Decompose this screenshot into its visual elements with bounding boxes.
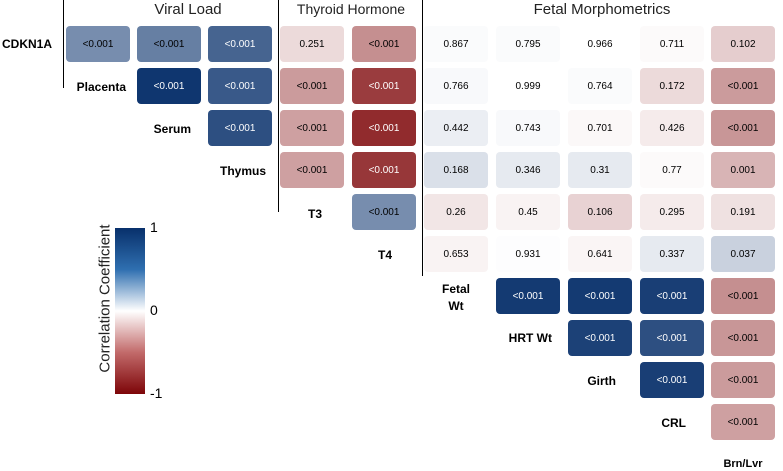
- heatmap-cell-2-6: 0.442: [424, 110, 488, 146]
- heatmap-cell-0-4: 0.251: [280, 26, 344, 62]
- row-label-fetal-wt: Fetal Wt: [438, 281, 474, 315]
- heatmap-cell-4-8: 0.106: [568, 194, 632, 230]
- heatmap-cell-2-9: 0.426: [640, 110, 704, 146]
- heatmap-cell-2-4: <0.001: [280, 110, 344, 146]
- heatmap-cell-4-6: 0.26: [424, 194, 488, 230]
- heatmap-cell-2-3: <0.001: [208, 110, 272, 146]
- heatmap-cell-7-9: <0.001: [640, 320, 704, 356]
- heatmap-cell-6-10: <0.001: [711, 278, 775, 314]
- row-label-t4: T4: [377, 248, 392, 262]
- heatmap-cell-0-1: <0.001: [66, 26, 130, 62]
- heatmap-cell-6-7: <0.001: [496, 278, 560, 314]
- row-label-fetal-wt-line2: Wt: [448, 299, 464, 313]
- legend-tick-mid: 0: [150, 302, 158, 318]
- heatmap-cell-2-5: <0.001: [352, 110, 416, 146]
- heatmap-cell-1-9: 0.172: [640, 68, 704, 104]
- heatmap-cell-0-7: 0.795: [496, 26, 560, 62]
- heatmap-cell-4-9: 0.295: [640, 194, 704, 230]
- heatmap-cell-4-7: 0.45: [496, 194, 560, 230]
- group-title-fetal-morphometrics: Fetal Morphometrics: [533, 1, 671, 18]
- heatmap-cell-3-9: 0.77: [640, 152, 704, 188]
- heatmap-cell-3-4: <0.001: [280, 152, 344, 188]
- legend-tick-high: 1: [150, 219, 158, 235]
- group-title-thyroid-hormone: Thyroid Hormone: [296, 1, 406, 17]
- heatmap-cell-0-3: <0.001: [208, 26, 272, 62]
- row-label-thymus: Thymus: [219, 164, 266, 178]
- row-label-girth: Girth: [587, 374, 616, 388]
- heatmap-cell-3-8: 0.31: [568, 152, 632, 188]
- heatmap-cell-2-10: <0.001: [711, 110, 775, 146]
- legend-colorbar: [115, 228, 145, 394]
- heatmap-cell-0-6: 0.867: [424, 26, 488, 62]
- heatmap-cell-8-9: <0.001: [640, 362, 704, 398]
- row-label-placenta: Placenta: [76, 80, 126, 94]
- heatmap-cell-0-8: 0.966: [568, 26, 632, 62]
- heatmap-cell-3-10: 0.001: [711, 152, 775, 188]
- legend-tick-low: -1: [150, 385, 163, 401]
- heatmap-cell-2-8: 0.701: [568, 110, 632, 146]
- divider-viral-load-left: [63, 0, 64, 88]
- row-label-serum: Serum: [153, 122, 191, 136]
- heatmap-cell-1-7: 0.999: [496, 68, 560, 104]
- heatmap-cell-0-5: <0.001: [352, 26, 416, 62]
- row-label-hrt-wt: HRT Wt: [508, 331, 552, 345]
- row-label-cdkn1a: CDKN1A: [2, 37, 53, 51]
- heatmap-cell-6-9: <0.001: [640, 278, 704, 314]
- heatmap-cell-1-8: 0.764: [568, 68, 632, 104]
- heatmap-cell-1-3: <0.001: [208, 68, 272, 104]
- heatmap-cell-5-7: 0.931: [496, 236, 560, 272]
- divider-thyroid-fetal: [422, 0, 423, 276]
- heatmap-cell-2-7: 0.743: [496, 110, 560, 146]
- column-label-brn-lvr: Brn/Lvr: [723, 458, 763, 470]
- heatmap-cell-9-10: <0.001: [711, 404, 775, 440]
- heatmap-cell-0-2: <0.001: [137, 26, 201, 62]
- heatmap-cell-5-6: 0.653: [424, 236, 488, 272]
- legend-title: Correlation Coefficient: [96, 224, 114, 373]
- heatmap-cell-1-6: 0.766: [424, 68, 488, 104]
- heatmap-cell-5-10: 0.037: [711, 236, 775, 272]
- heatmap-cell-0-9: 0.711: [640, 26, 704, 62]
- heatmap-cell-1-4: <0.001: [280, 68, 344, 104]
- heatmap-cell-5-8: 0.641: [568, 236, 632, 272]
- heatmap-cell-7-10: <0.001: [711, 320, 775, 356]
- heatmap-cell-8-10: <0.001: [711, 362, 775, 398]
- heatmap-cell-4-5: <0.001: [352, 194, 416, 230]
- row-label-t3: T3: [307, 207, 322, 221]
- heatmap-cell-1-10: <0.001: [711, 68, 775, 104]
- heatmap-cell-0-10: 0.102: [711, 26, 775, 62]
- heatmap-cell-3-5: <0.001: [352, 152, 416, 188]
- heatmap-cell-1-2: <0.001: [137, 68, 201, 104]
- heatmap-cell-4-10: 0.191: [711, 194, 775, 230]
- heatmap-cell-3-7: 0.346: [496, 152, 560, 188]
- heatmap-cell-6-8: <0.001: [568, 278, 632, 314]
- divider-viral-thyroid: [278, 0, 279, 212]
- heatmap-cell-3-6: 0.168: [424, 152, 488, 188]
- row-label-crl: CRL: [661, 416, 686, 430]
- heatmap-cell-7-8: <0.001: [568, 320, 632, 356]
- group-title-viral-load: Viral Load: [154, 1, 222, 18]
- heatmap-cell-5-9: 0.337: [640, 236, 704, 272]
- heatmap-cell-1-5: <0.001: [352, 68, 416, 104]
- row-label-fetal-wt-line1: Fetal: [441, 282, 470, 296]
